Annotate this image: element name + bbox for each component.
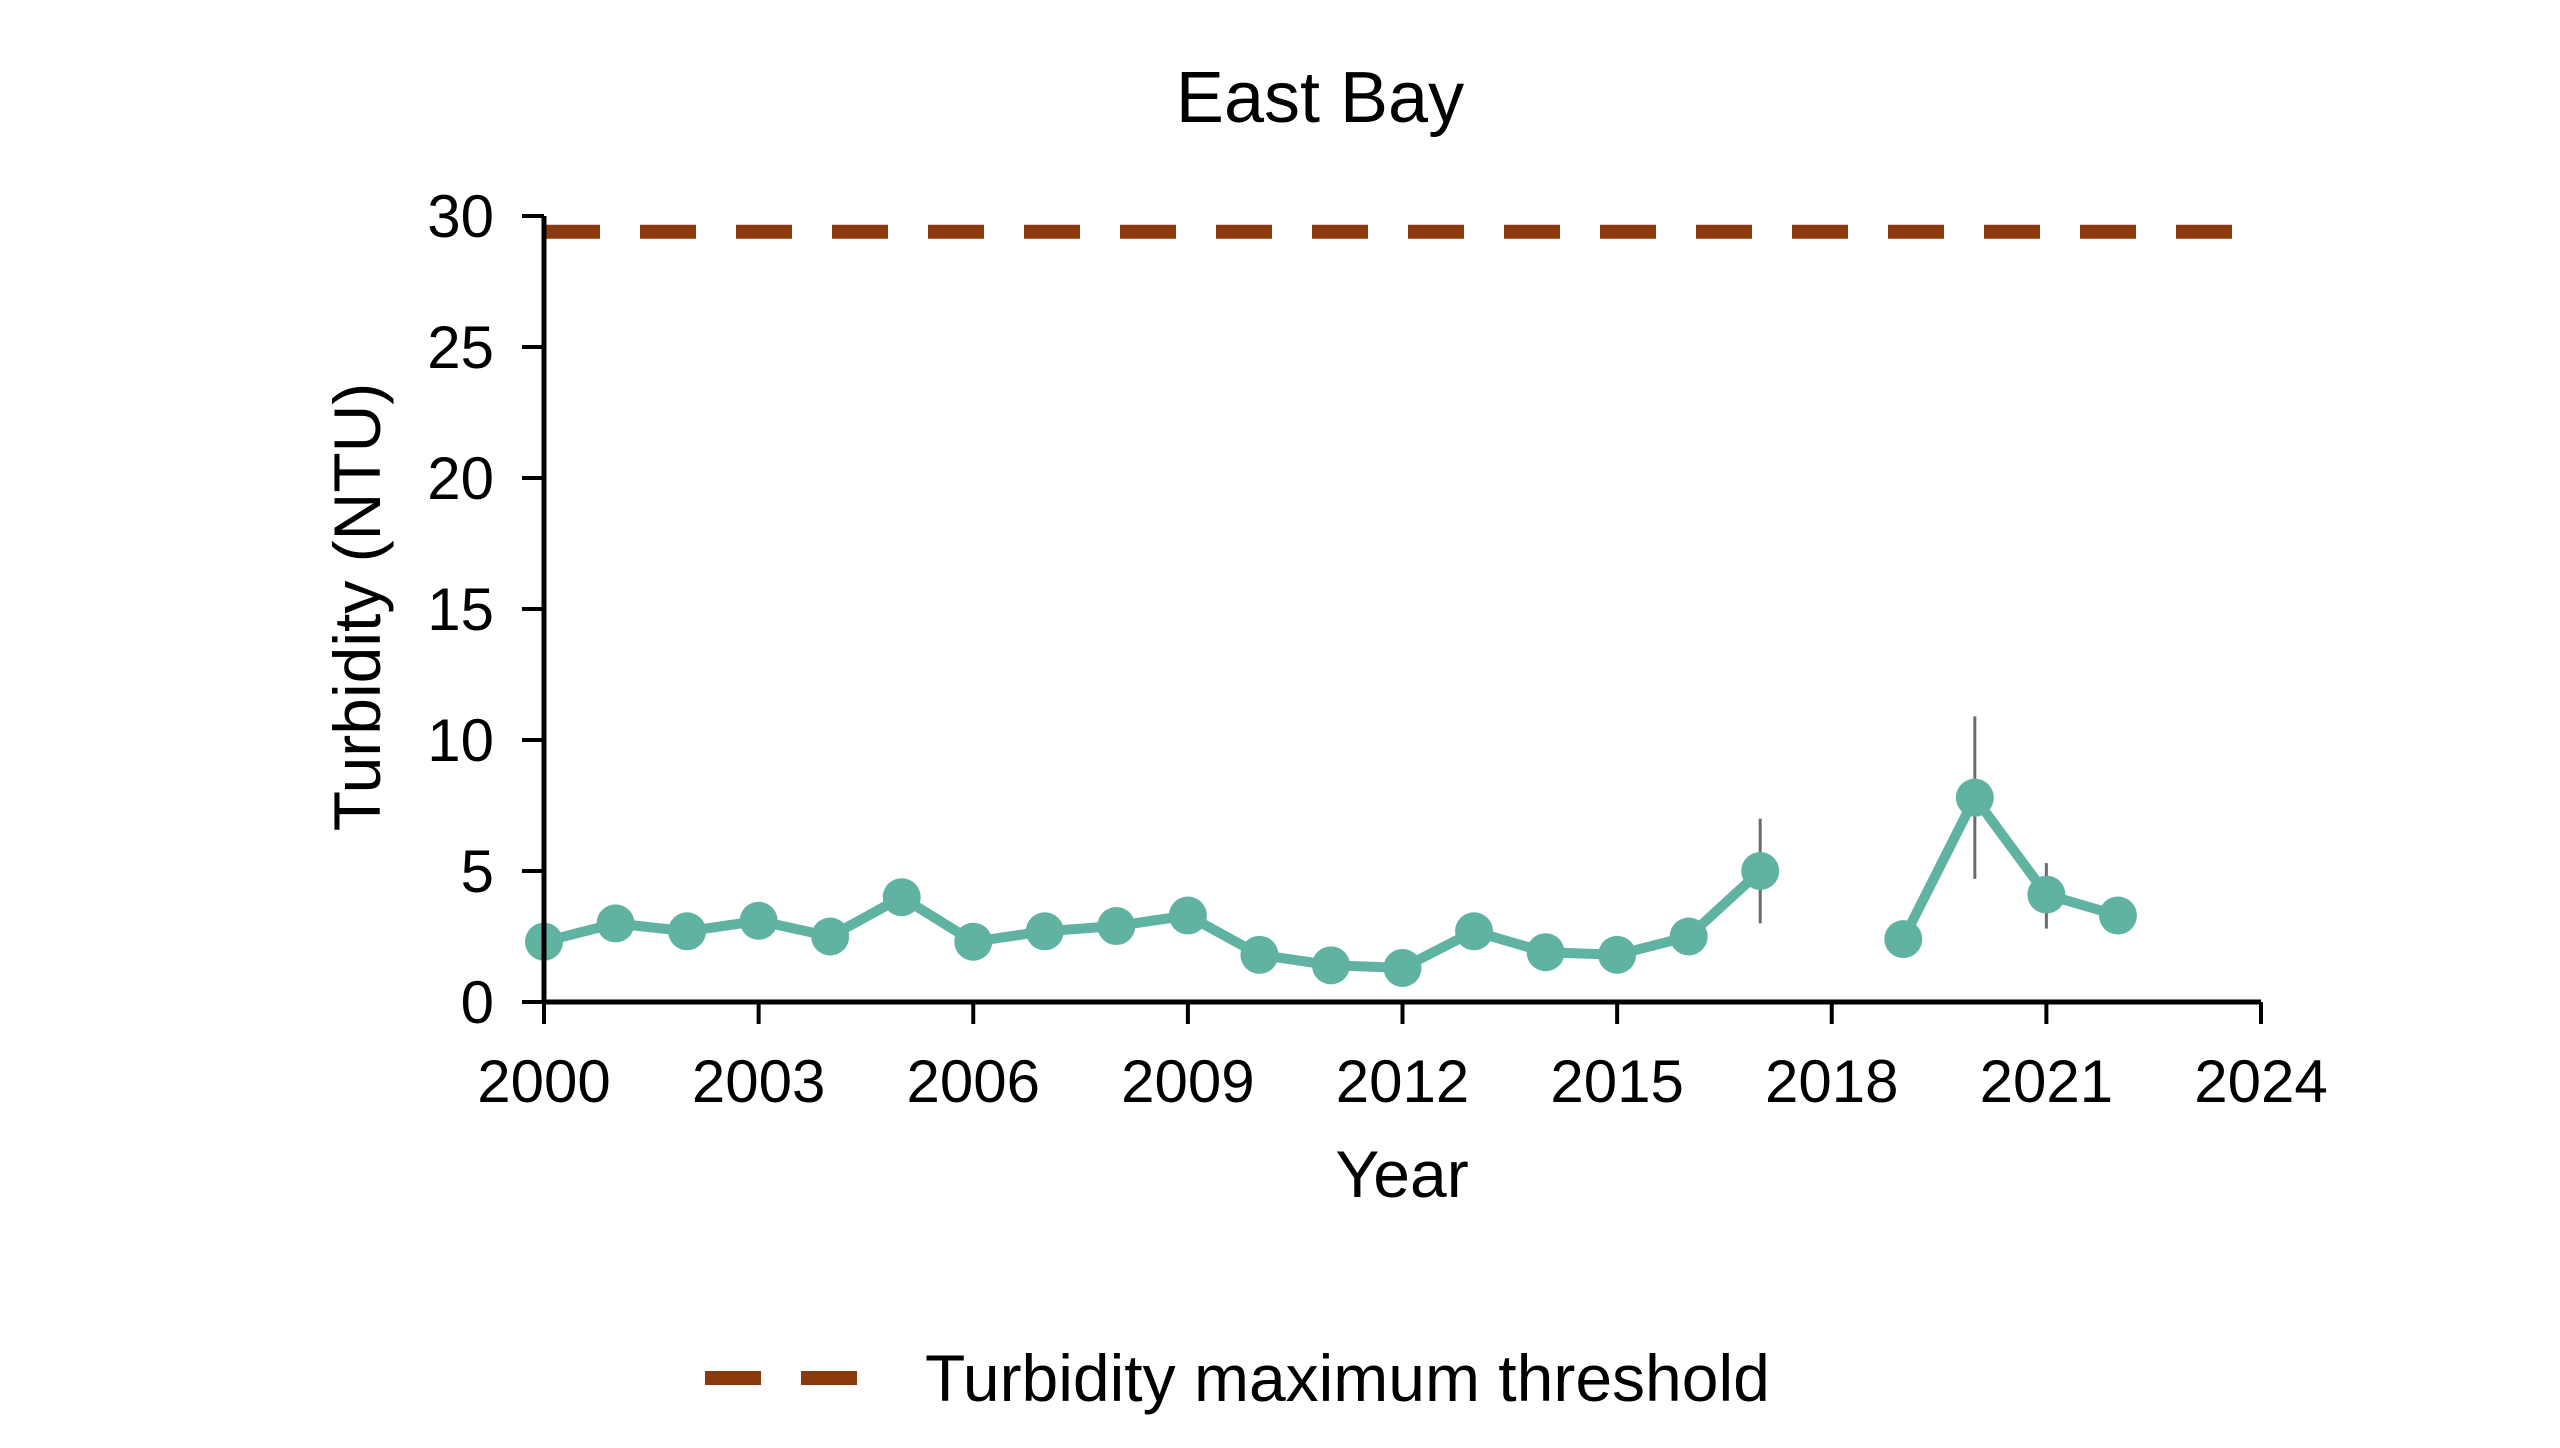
data-point (1097, 907, 1136, 946)
x-tick-label: 2012 (1336, 1048, 1469, 1115)
chart-title: East Bay (1176, 58, 1464, 138)
data-point (1741, 852, 1780, 890)
data-point (1311, 946, 1350, 985)
x-axis-ticks: 2000 2003 2006 2009 2012 2015 2018 2021 2024 (477, 1002, 2328, 1115)
data-point (2027, 875, 2066, 914)
data-point (1240, 935, 1279, 974)
data-point (1955, 778, 1994, 817)
series-line (542, 867, 1764, 973)
data-point (811, 917, 850, 956)
x-tick-label: 2003 (692, 1048, 825, 1115)
data-point (1526, 933, 1565, 972)
y-tick-label: 15 (427, 576, 494, 643)
y-tick-label: 0 (461, 969, 494, 1036)
data-point (1598, 935, 1637, 974)
y-tick-label: 10 (427, 707, 494, 774)
y-axis-ticks: 0 5 10 15 20 25 30 (427, 183, 544, 1036)
x-tick-label: 2021 (1980, 1048, 2113, 1115)
x-tick-label: 2006 (907, 1048, 1040, 1115)
legend-threshold-label: Turbidity maximum threshold (925, 1341, 1770, 1415)
x-tick-label: 2009 (1121, 1048, 1254, 1115)
y-axis-label: Turbidity (NTU) (320, 383, 394, 832)
data-point (1455, 912, 1494, 951)
plot-area (525, 224, 2261, 987)
y-tick-label: 25 (427, 314, 494, 381)
data-point (1884, 920, 1923, 959)
x-axis-label: Year (1335, 1137, 1468, 1211)
y-tick-label: 5 (461, 838, 494, 905)
y-tick-label: 20 (427, 445, 494, 512)
x-tick-label: 2024 (2194, 1048, 2327, 1115)
x-tick-label: 2018 (1765, 1048, 1898, 1115)
series-line (1898, 792, 2120, 942)
data-point (596, 904, 635, 943)
x-tick-label: 2000 (477, 1048, 610, 1115)
data-point (2098, 896, 2137, 935)
data-point (1669, 917, 1708, 956)
y-tick-label: 30 (427, 183, 494, 250)
data-point (954, 922, 993, 961)
data-point (1025, 912, 1064, 951)
data-point (1168, 896, 1207, 935)
x-tick-label: 2015 (1550, 1048, 1683, 1115)
legend: Turbidity maximum threshold (705, 1341, 1770, 1415)
data-point (1383, 948, 1422, 987)
data-point (739, 901, 778, 940)
data-point (882, 878, 921, 917)
data-point (668, 912, 707, 951)
